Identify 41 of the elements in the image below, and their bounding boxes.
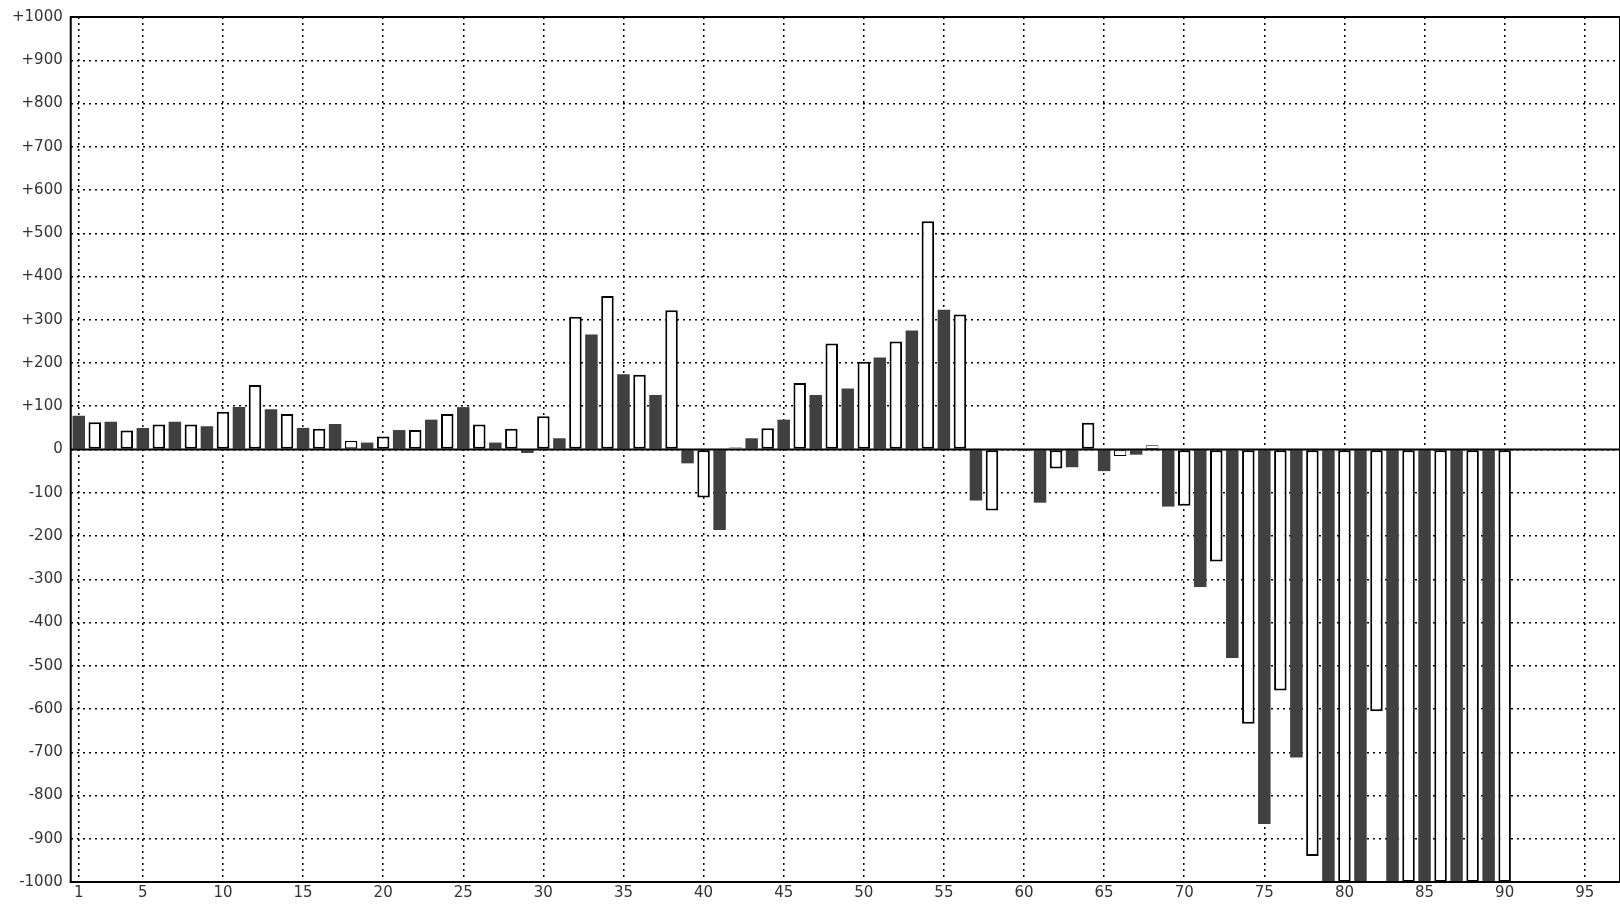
- x-tick-label: 5: [138, 882, 148, 901]
- x-tick-label: 70: [1174, 882, 1194, 901]
- x-tick-label: 10: [213, 882, 233, 901]
- y-tick-label: +400: [21, 266, 63, 285]
- y-tick-label: +200: [21, 352, 63, 371]
- y-tick-label: -300: [28, 569, 63, 588]
- y-tick-label: -100: [28, 482, 63, 501]
- y-tick-label: +300: [21, 309, 63, 328]
- y-tick-label: -600: [28, 698, 63, 717]
- x-tick-label: 35: [613, 882, 634, 901]
- x-tick-label: 95: [1575, 882, 1595, 901]
- x-tick-label: 80: [1334, 882, 1354, 901]
- y-tick-label: +800: [21, 93, 63, 112]
- y-tick-label: -200: [28, 525, 63, 544]
- y-tick-label: -400: [28, 612, 63, 631]
- y-tick-label: +1000: [11, 6, 63, 25]
- x-tick-label: 15: [293, 882, 313, 901]
- y-tick-label: -700: [28, 742, 63, 761]
- y-tick-label: +900: [21, 50, 63, 69]
- x-tick-label: 85: [1414, 882, 1435, 901]
- y-tick-label: +500: [21, 223, 63, 242]
- x-tick-label: 30: [533, 882, 553, 901]
- y-tick-label: 0: [53, 439, 63, 458]
- x-tick-label: 55: [934, 882, 954, 901]
- y-tick-label: +700: [21, 136, 63, 155]
- y-tick-label: -500: [28, 655, 63, 674]
- y-tick-label: +100: [21, 396, 63, 415]
- y-tick-label: -900: [28, 828, 63, 847]
- x-tick-label: 75: [1254, 882, 1274, 901]
- y-tick-label: -800: [28, 785, 63, 804]
- x-tick-label: 50: [854, 882, 874, 901]
- x-tick-label: 20: [373, 882, 393, 901]
- x-tick-label: 60: [1014, 882, 1034, 901]
- x-tick-label: 45: [774, 882, 794, 901]
- x-tick-label: 25: [453, 882, 473, 901]
- x-tick-label: 1: [73, 882, 84, 901]
- y-tick-label: +600: [21, 179, 63, 198]
- x-tick-label: 40: [694, 882, 714, 901]
- x-tick-label: 65: [1094, 882, 1114, 901]
- x-tick-label: 90: [1495, 882, 1515, 901]
- y-tick-label: -1000: [19, 871, 63, 890]
